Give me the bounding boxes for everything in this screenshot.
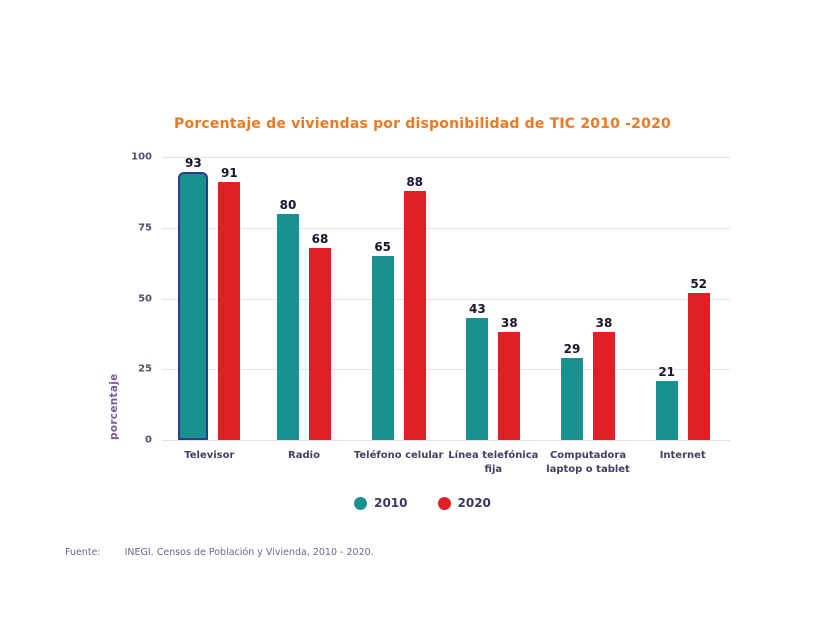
bar-2010-internet	[655, 380, 678, 440]
bar-value-2010-internet: 21	[658, 364, 676, 379]
legend-dot-icon-2010	[354, 496, 368, 510]
source-text: INEGI. Censos de Población y Vivienda, 2…	[124, 547, 374, 558]
bar-value-2020-linea-telefonica: 38	[500, 316, 518, 331]
bar-2020-televisor	[218, 182, 241, 440]
bar-groups: 93 91 80 68 65 88 43 38 29 38 21 52	[162, 157, 730, 440]
gridline-75	[162, 227, 730, 229]
bar-chart-plot-area: porcentaje 0 25 50 75 100 93 91 80 68 65 88 43 38 29 3…	[108, 152, 730, 446]
bar-2010-radio	[277, 213, 299, 440]
bar-wrap-2010-radio: 80	[277, 157, 299, 440]
bar-pair: 65 88	[371, 157, 426, 440]
legend-label-2020: 2020	[457, 496, 491, 510]
bar-group-televisor: 93 91	[162, 157, 257, 440]
bar-wrap-2010-computadora: 29	[561, 157, 584, 440]
bar-group-linea-telefonica: 43 38	[446, 157, 541, 440]
bar-wrap-2010-internet: 21	[655, 157, 678, 440]
bar-value-2010-computadora: 29	[563, 341, 581, 356]
y-tick-25: 25	[138, 363, 152, 375]
bar-2020-computadora	[593, 332, 616, 440]
x-label-radio: Radio	[288, 450, 320, 461]
bar-pair: 93 91	[178, 156, 241, 440]
x-label-telefono-celular: Teléfono celular	[353, 450, 444, 461]
bar-wrap-2010-televisor: 93	[178, 156, 209, 440]
bar-value-2020-televisor: 91	[220, 166, 238, 181]
bar-wrap-2010-linea-telefonica: 43	[466, 157, 489, 440]
legend-label-2010: 2010	[374, 496, 408, 510]
bar-wrap-2020-televisor: 91	[218, 157, 241, 440]
chart-title: Porcentaje de viviendas por disponibilid…	[174, 116, 671, 132]
bar-2020-radio	[309, 247, 331, 440]
bar-group-internet: 21 52	[635, 157, 730, 440]
x-label-televisor: Televisor	[184, 450, 235, 461]
bar-2010-linea-telefonica	[466, 318, 489, 440]
x-label-internet: Internet	[659, 450, 706, 461]
y-tick-75: 75	[138, 222, 152, 234]
bar-value-2020-radio: 68	[311, 231, 329, 246]
legend-item-2020: 2020	[437, 496, 491, 510]
y-tick-50: 50	[138, 293, 152, 304]
bar-pair: 21 52	[655, 157, 710, 440]
bar-group-radio: 80 68	[257, 157, 352, 440]
bar-value-2010-radio: 80	[279, 197, 297, 212]
gridline-25	[162, 369, 730, 371]
bar-2020-internet	[687, 292, 710, 440]
bar-value-2020-telefono-celular: 88	[406, 174, 424, 189]
bar-2020-linea-telefonica	[498, 332, 521, 440]
gridline-50	[162, 298, 730, 300]
bar-value-2010-telefono-celular: 65	[374, 240, 392, 255]
x-label-computadora: Computadora laptop o tablet	[546, 450, 630, 475]
gridline-100	[162, 157, 730, 158]
y-tick-0: 0	[145, 434, 152, 446]
y-tick-100: 100	[131, 151, 152, 163]
legend-dot-icon-2020	[437, 496, 451, 510]
bar-pair: 43 38	[466, 157, 521, 440]
bar-wrap-2020-telefono-celular: 88	[403, 157, 426, 440]
bar-group-computadora: 29 38	[541, 157, 636, 440]
x-axis-labels: Televisor Radio Teléfono celular Línea tele…	[162, 449, 730, 476]
bar-value-2020-computadora: 38	[595, 316, 613, 331]
legend-item-2010: 2010	[354, 496, 408, 510]
bar-wrap-2010-telefono-celular: 65	[371, 157, 394, 440]
bar-pair: 80 68	[277, 157, 331, 440]
bar-2020-telefono-celular	[403, 190, 426, 440]
source-label: Fuente:	[65, 547, 101, 558]
bar-pair: 29 38	[561, 157, 616, 440]
bar-value-2010-linea-telefonica: 43	[468, 302, 486, 317]
bar-value-2020-internet: 52	[690, 276, 708, 291]
bar-group-telefono-celular: 65 88	[351, 157, 446, 440]
gridline-0	[162, 440, 730, 441]
bar-wrap-2020-linea-telefonica: 38	[498, 157, 521, 440]
bar-2010-televisor	[178, 172, 209, 440]
source-note: Fuente: INEGI. Censos de Población y Viv…	[65, 547, 374, 558]
x-label-linea-telefonica: Línea telefónica fija	[448, 450, 539, 475]
bar-value-2010-televisor: 93	[184, 156, 202, 170]
bar-2010-telefono-celular	[371, 256, 394, 440]
chart-legend: 2010 2020	[0, 496, 835, 510]
bar-2010-computadora	[561, 357, 584, 440]
bar-wrap-2020-computadora: 38	[593, 157, 616, 440]
bar-wrap-2020-internet: 52	[687, 157, 710, 440]
bar-wrap-2020-radio: 68	[309, 157, 331, 440]
